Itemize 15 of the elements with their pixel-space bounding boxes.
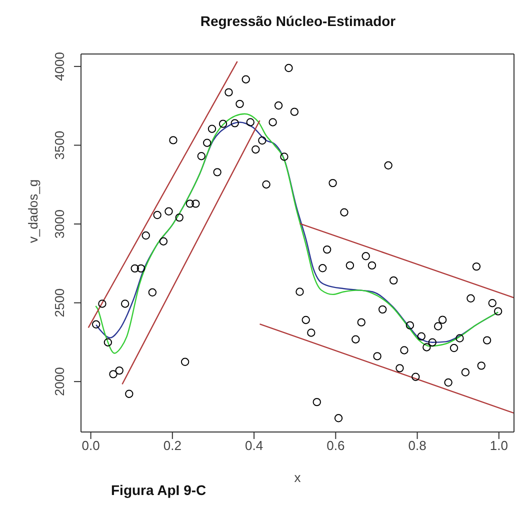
y-tick-label: 2000: [52, 367, 67, 396]
y-tick-label: 3000: [52, 210, 67, 238]
chart-title: Regressão Núcleo-Estimador: [199, 13, 397, 29]
y-axis-title: v_dados_g: [26, 179, 41, 243]
y-tick-label: 4000: [52, 52, 67, 81]
y-tick-label: 3500: [52, 130, 67, 160]
x-tick-label: 1.0: [490, 438, 508, 454]
x-axis-title: x: [294, 470, 302, 486]
x-tick-label: 0.2: [163, 438, 182, 454]
x-tick-label: 0.8: [408, 438, 426, 454]
text: Figura ApI 9-C: [111, 482, 206, 498]
x-tick-label: 0.6: [326, 438, 345, 454]
x-tick-label: 0.4: [245, 438, 264, 454]
x-tick-label: 0.0: [82, 438, 100, 454]
y-tick-label: 2500: [52, 288, 67, 318]
